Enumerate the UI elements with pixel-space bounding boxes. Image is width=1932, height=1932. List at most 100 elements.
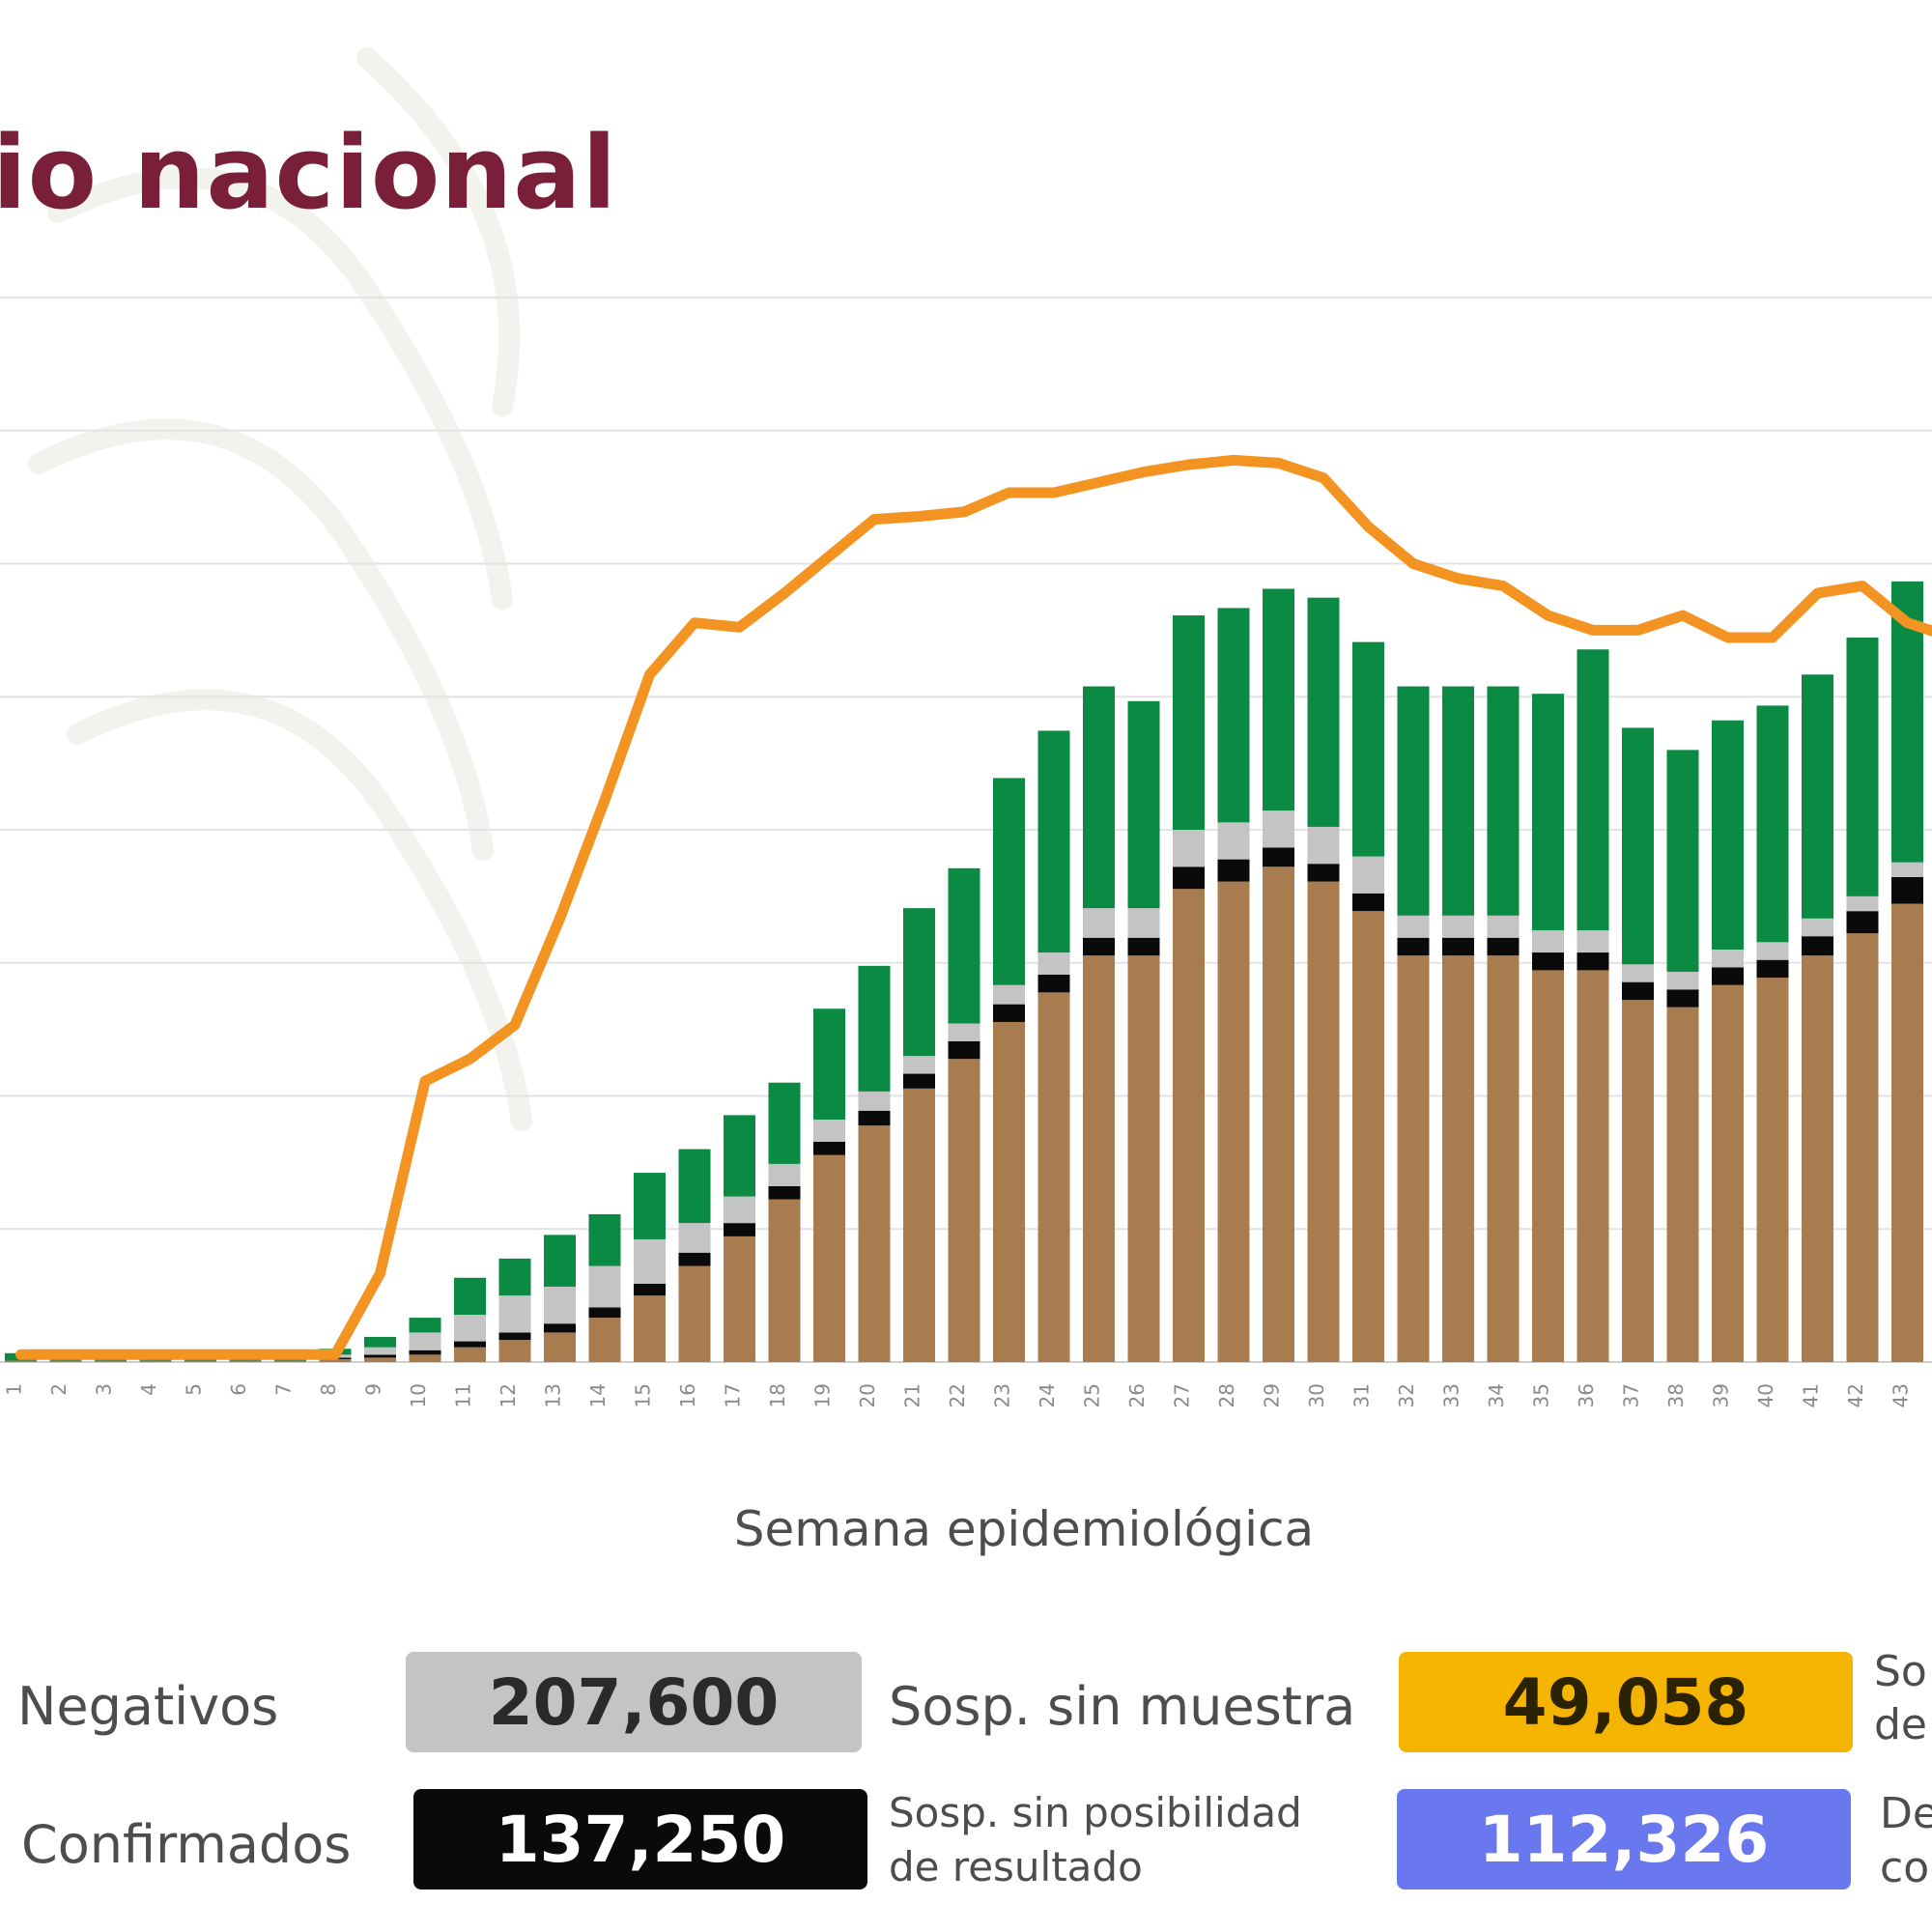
bar-confirmados <box>813 1154 845 1362</box>
x-tick-label: 30 <box>1305 1383 1328 1407</box>
legend-label-sosp-sin-muestra: Sosp. sin muestra <box>889 1676 1356 1737</box>
bar-sospechosos <box>1083 686 1115 909</box>
x-tick-label: 35 <box>1530 1383 1553 1407</box>
bar-confirmados <box>1173 889 1205 1362</box>
bar-confirmados-recientes <box>1263 847 1294 867</box>
bar-sospechosos <box>1127 700 1160 909</box>
bar-negativos <box>1891 862 1923 877</box>
x-tick-label: 21 <box>901 1383 924 1407</box>
bar-confirmados <box>1891 903 1923 1362</box>
bar-negativos <box>1263 810 1294 848</box>
bar-sospechosos <box>993 778 1025 985</box>
x-tick-label: 32 <box>1395 1383 1418 1407</box>
x-tick-label: 33 <box>1440 1383 1463 1407</box>
x-tick-label: 40 <box>1754 1383 1777 1407</box>
bar-sospechosos <box>1397 686 1430 916</box>
bar-sospechosos <box>634 1173 666 1239</box>
bar-negativos <box>588 1265 621 1308</box>
bar-confirmados-recientes <box>588 1307 621 1319</box>
bar-negativos <box>1037 952 1070 975</box>
bar-confirmados-recientes <box>1666 989 1699 1008</box>
bar-confirmados <box>185 1360 216 1362</box>
bar-confirmados-recientes <box>1217 859 1250 882</box>
bar-sospechosos <box>1263 588 1294 811</box>
bar-negativos <box>858 1091 891 1111</box>
bar-confirmados-recientes <box>498 1332 531 1341</box>
bar-negativos <box>993 984 1025 1005</box>
trend-line <box>15 454 1932 1360</box>
bar-negativos <box>409 1332 441 1350</box>
x-tick-label: 38 <box>1664 1383 1688 1407</box>
x-axis-label: Semana epidemiológica <box>734 1501 1314 1557</box>
bar-confirmados <box>364 1357 396 1362</box>
x-tick-label: 26 <box>1125 1383 1149 1407</box>
bar-confirmados-recientes <box>724 1223 755 1236</box>
x-tick-label: 36 <box>1575 1383 1598 1407</box>
bar-sospechosos <box>1352 641 1384 857</box>
x-tick-label: 4 <box>137 1383 160 1396</box>
legend-label-right-bottom-1: De <box>1880 1789 1932 1838</box>
bar-sospechosos <box>1756 705 1789 943</box>
bar-confirmados <box>274 1360 306 1362</box>
bar-confirmados <box>1263 867 1294 1362</box>
bar-confirmados-recientes <box>1577 952 1609 971</box>
bar-confirmados-recientes <box>678 1252 711 1266</box>
bar-confirmados <box>1666 1007 1699 1362</box>
bar-confirmados-recientes <box>903 1073 935 1089</box>
bar-confirmados-recientes <box>1307 864 1340 882</box>
bar-confirmados <box>1083 955 1115 1362</box>
x-tick-label: 37 <box>1620 1383 1643 1407</box>
bar-confirmados <box>1217 881 1250 1362</box>
x-tick-label: 10 <box>407 1383 430 1407</box>
bar-sospechosos <box>724 1115 755 1197</box>
bar-confirmados <box>1127 955 1160 1362</box>
bar-negativos <box>903 1056 935 1074</box>
x-tick-label: 42 <box>1844 1383 1867 1407</box>
bar-negativos <box>1577 930 1609 953</box>
x-tick-label: 41 <box>1800 1383 1823 1407</box>
bar-group <box>5 581 1923 1362</box>
bar-sospechosos <box>1666 750 1699 972</box>
bar-sospechosos <box>948 867 980 1024</box>
bar-confirmados-recientes <box>364 1354 396 1358</box>
bar-confirmados-recientes <box>1173 867 1205 890</box>
bar-confirmados <box>319 1358 352 1362</box>
bar-confirmados <box>1487 955 1520 1362</box>
x-tick-label: 22 <box>946 1383 969 1407</box>
bar-negativos <box>1307 826 1340 865</box>
bar-confirmados-recientes <box>1532 952 1564 971</box>
bar-confirmados <box>5 1360 37 1362</box>
bar-confirmados <box>903 1088 935 1362</box>
bar-confirmados-recientes <box>948 1040 980 1060</box>
bar-confirmados-recientes <box>1712 967 1744 985</box>
bar-sospechosos <box>1217 608 1250 823</box>
bar-confirmados <box>678 1265 711 1362</box>
bar-sospechosos <box>454 1277 486 1316</box>
bar-sospechosos <box>1532 694 1564 931</box>
bar-confirmados-recientes <box>454 1341 486 1348</box>
legend-label-right-top-1: So <box>1874 1647 1927 1696</box>
bar-sospechosos <box>1442 686 1474 916</box>
bar-confirmados <box>1756 978 1789 1362</box>
bar-negativos <box>1712 949 1744 968</box>
x-tick-label: 11 <box>452 1383 475 1407</box>
bar-confirmados <box>1037 992 1070 1362</box>
bar-confirmados <box>993 1021 1025 1362</box>
bar-confirmados-recientes <box>1037 974 1070 993</box>
bar-confirmados-recientes <box>1352 893 1384 912</box>
x-tick-label: 16 <box>676 1383 699 1407</box>
bar-confirmados <box>229 1360 262 1362</box>
bar-sospechosos <box>768 1082 801 1164</box>
bar-confirmados-recientes <box>1756 959 1789 979</box>
bar-confirmados <box>1712 984 1744 1362</box>
bar-confirmados-recientes <box>409 1350 441 1355</box>
bar-confirmados-recientes <box>634 1283 666 1296</box>
bar-sospechosos <box>1487 686 1520 916</box>
bar-confirmados <box>724 1236 755 1362</box>
x-tick-label: 14 <box>586 1383 610 1407</box>
bar-negativos <box>544 1286 576 1324</box>
bar-confirmados-recientes <box>1397 937 1430 956</box>
bar-negativos <box>1352 856 1384 894</box>
bar-confirmados-recientes <box>1846 911 1879 934</box>
bar-confirmados <box>454 1347 486 1362</box>
